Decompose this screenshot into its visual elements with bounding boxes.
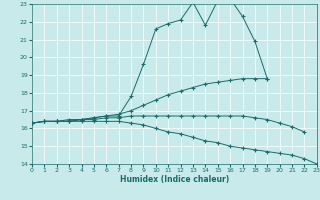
X-axis label: Humidex (Indice chaleur): Humidex (Indice chaleur) (120, 175, 229, 184)
